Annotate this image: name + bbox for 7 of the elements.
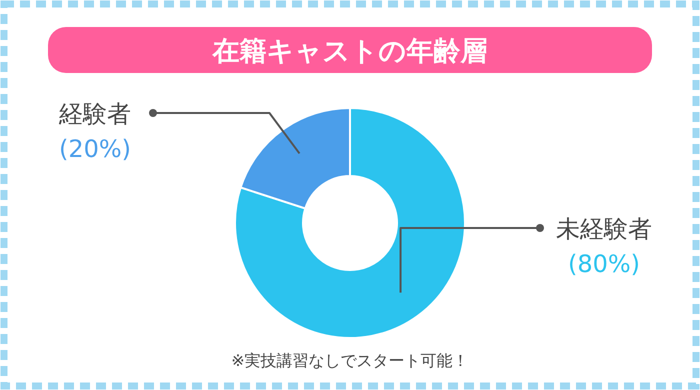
slice-label: 経験者 bbox=[58, 100, 131, 128]
data-label: (20%) bbox=[58, 135, 132, 163]
text: ※実技講習なしでスタート可能！ bbox=[231, 351, 469, 370]
title: 在籍キャストの年齢層 bbox=[48, 27, 652, 73]
chart-title: 在籍キャストの年齢層 bbox=[212, 36, 488, 67]
slice-label: 未経験者 bbox=[556, 215, 652, 243]
data-label: (80%) bbox=[568, 250, 640, 278]
